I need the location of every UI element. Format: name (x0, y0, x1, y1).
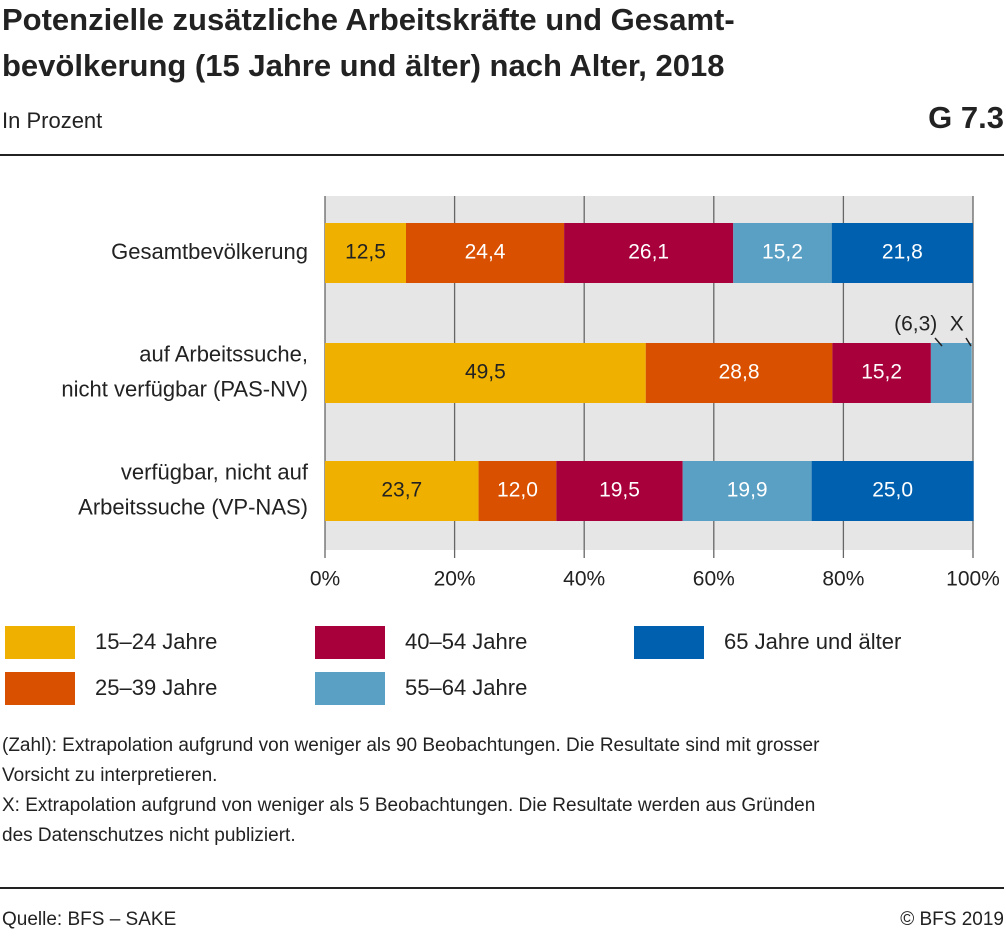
bar-segment (645, 343, 833, 403)
note: (Zahl): Extrapolation aufgrund von wenig… (2, 735, 820, 756)
leader-line (934, 337, 943, 347)
bar-segment (325, 223, 406, 283)
source: Quelle: BFS – SAKE (2, 909, 176, 930)
bar-segment (325, 461, 479, 521)
value-label: X (950, 313, 964, 336)
y-tick-label: auf Arbeitssuche, (139, 341, 308, 366)
legend-swatch (5, 626, 75, 659)
note: Vorsicht zu interpretieren. (2, 765, 217, 786)
legend-swatch (5, 672, 75, 705)
value-label: 21,8 (882, 241, 923, 264)
chart-number: G 7.3 (928, 100, 1004, 135)
legend-label: 15–24 Jahre (95, 629, 217, 654)
value-label: 15,2 (762, 241, 803, 264)
legend-label: 65 Jahre und älter (724, 629, 901, 654)
value-label: 19,9 (727, 479, 768, 502)
copyright: © BFS 2019 (900, 909, 1004, 930)
bar-segment (811, 461, 974, 521)
bar-segment (564, 223, 734, 283)
value-label: 23,7 (381, 479, 422, 502)
x-tick-label: 20% (434, 568, 476, 591)
bar-segment (478, 461, 557, 521)
note: X: Extrapolation aufgrund von weniger al… (2, 795, 815, 816)
y-tick-label: Gesamtbevölkerung (111, 239, 308, 264)
bar-segment (406, 223, 565, 283)
value-label: 12,5 (345, 241, 386, 264)
value-label: 24,4 (465, 241, 506, 264)
x-tick-label: 100% (946, 568, 1000, 591)
chart-title: bevölkerung (15 Jahre und älter) nach Al… (2, 48, 724, 83)
value-label: 19,5 (599, 479, 640, 502)
value-label: 12,0 (497, 479, 538, 502)
legend-label: 40–54 Jahre (405, 629, 527, 654)
value-label: 15,2 (861, 361, 902, 384)
x-tick-label: 60% (693, 568, 735, 591)
bar-segment (556, 461, 683, 521)
bar-segment (733, 223, 832, 283)
y-tick-label: Arbeitssuche (VP-NAS) (78, 494, 308, 519)
leader-line (965, 337, 972, 347)
bar-segment (930, 343, 972, 403)
y-tick-label: nicht verfügbar (PAS-NV) (61, 376, 308, 401)
x-tick-label: 40% (563, 568, 605, 591)
subtitle: In Prozent (2, 108, 102, 133)
legend-swatch (315, 672, 385, 705)
legend-label: 25–39 Jahre (95, 675, 217, 700)
value-label: 49,5 (465, 361, 506, 384)
value-label: 26,1 (628, 241, 669, 264)
bar-segment (832, 343, 931, 403)
legend-label: 55–64 Jahre (405, 675, 527, 700)
value-label: (6,3) (894, 313, 937, 336)
legend-swatch (634, 626, 704, 659)
bar-segment (682, 461, 812, 521)
value-label: 28,8 (719, 361, 760, 384)
legend-swatch (315, 626, 385, 659)
value-label: 25,0 (872, 479, 913, 502)
x-tick-label: 80% (822, 568, 864, 591)
bar-segment (831, 223, 973, 283)
bar-segment (325, 343, 646, 403)
chart-title: Potenzielle zusätzliche Arbeitskräfte un… (2, 2, 735, 37)
note: des Datenschutzes nicht publiziert. (2, 825, 296, 846)
y-tick-label: verfügbar, nicht auf (121, 459, 309, 484)
x-tick-label: 0% (310, 568, 340, 591)
